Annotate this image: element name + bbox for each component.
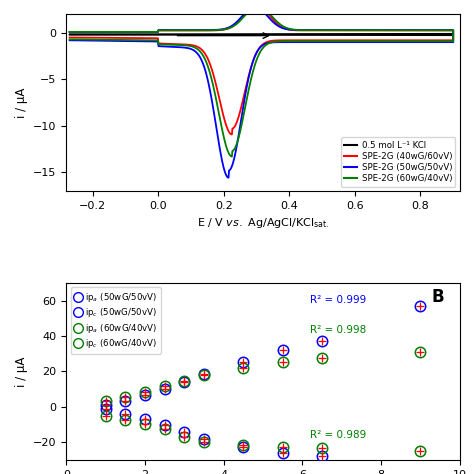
Y-axis label: i / μA: i / μA: [15, 87, 27, 118]
X-axis label: E / V $\mathit{vs.}$ Ag/AgCl/KCl$_\mathrm{sat.}$: E / V $\mathit{vs.}$ Ag/AgCl/KCl$_\mathr…: [197, 216, 329, 230]
Text: R² = 0.989: R² = 0.989: [310, 430, 366, 440]
Text: R² = 0.998: R² = 0.998: [310, 326, 366, 336]
Legend: 0.5 mol L⁻¹ KCl, SPE-2G (40wG/60vV), SPE-2G (50wG/50vV), SPE-2G (60wG/40vV): 0.5 mol L⁻¹ KCl, SPE-2G (40wG/60vV), SPE…: [341, 137, 456, 187]
Y-axis label: i / μA: i / μA: [15, 356, 27, 387]
Legend: ip$_a$ (50wG/50vV), ip$_c$ (50wG/50vV), ip$_a$ (60wG/40vV), ip$_c$ (60wG/40vV): ip$_a$ (50wG/50vV), ip$_c$ (50wG/50vV), …: [71, 287, 161, 354]
Text: R² = 0.999: R² = 0.999: [310, 295, 366, 305]
Text: B: B: [431, 288, 444, 306]
